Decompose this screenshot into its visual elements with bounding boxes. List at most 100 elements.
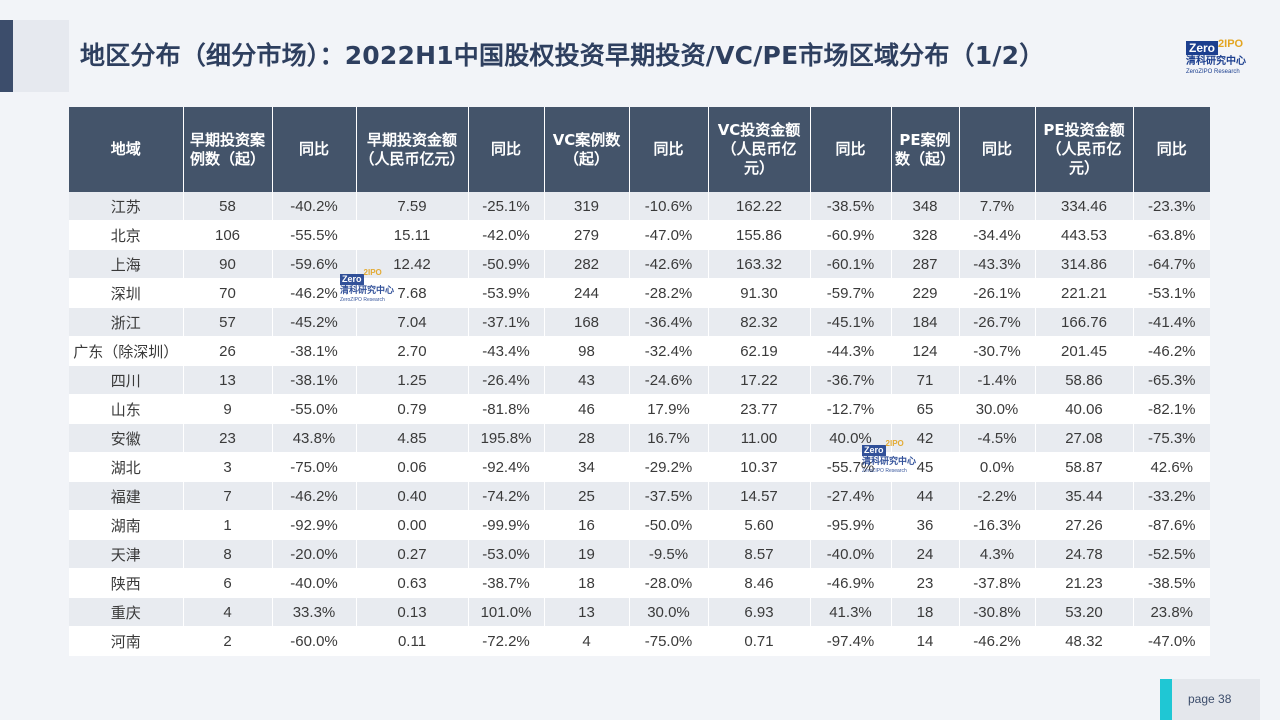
value-cell: 163.32 <box>708 249 811 279</box>
value-cell: 35.44 <box>1035 481 1134 511</box>
value-cell: 18 <box>544 568 630 598</box>
value-cell: 334.46 <box>1035 192 1134 221</box>
watermark-cn-text: 清科研究中心 <box>340 286 395 296</box>
table-row: 北京 106 -55.5% 15.11 -42.0% 279 -47.0% 155.86 -60… <box>69 220 1210 250</box>
value-cell: -75.0% <box>629 626 709 656</box>
value-cell: 10.37 <box>708 452 811 482</box>
value-cell: 46 <box>544 394 630 424</box>
region-cell: 上海 <box>69 249 184 279</box>
value-cell: -60.0% <box>272 626 357 656</box>
region-cell: 湖南 <box>69 510 184 540</box>
value-cell: -40.2% <box>272 192 357 221</box>
region-cell: 安徽 <box>69 423 184 453</box>
value-cell: 17.22 <box>708 365 811 395</box>
value-cell: 8 <box>183 539 273 569</box>
value-cell: -99.9% <box>468 510 545 540</box>
value-cell: 43 <box>544 365 630 395</box>
value-cell: 101.0% <box>468 597 545 627</box>
value-cell: -2.2% <box>959 481 1036 511</box>
table-row: 福建 7 -46.2% 0.40 -74.2% 25 -37.5% 14.57 -27.4% 44… <box>69 481 1210 511</box>
region-cell: 福建 <box>69 481 184 511</box>
value-cell: -20.0% <box>272 539 357 569</box>
value-cell: 24 <box>891 539 960 569</box>
value-cell: 3 <box>183 452 273 482</box>
value-cell: 40.0% <box>810 423 892 453</box>
value-cell: 4.85 <box>356 423 469 453</box>
value-cell: -26.7% <box>959 307 1036 337</box>
value-cell: -72.2% <box>468 626 545 656</box>
region-cell: 北京 <box>69 220 184 250</box>
value-cell: 0.63 <box>356 568 469 598</box>
value-cell: -32.4% <box>629 336 709 366</box>
value-cell: -12.7% <box>810 394 892 424</box>
value-cell: 12.42 <box>356 249 469 279</box>
value-cell: 5.60 <box>708 510 811 540</box>
value-cell: -82.1% <box>1133 394 1210 424</box>
value-cell: -38.5% <box>1133 568 1210 598</box>
column-header: VC案例数（起） <box>544 107 630 192</box>
value-cell: -1.4% <box>959 365 1036 395</box>
value-cell: 124 <box>891 336 960 366</box>
value-cell: 2.70 <box>356 336 469 366</box>
value-cell: -26.4% <box>468 365 545 395</box>
column-header: 同比 <box>629 107 709 192</box>
zero2ipo-logo: Zero 2IPO 清科研究中心 ZeroZIPO Research <box>1186 37 1252 75</box>
value-cell: -38.1% <box>272 365 357 395</box>
value-cell: 7 <box>183 481 273 511</box>
value-cell: -16.3% <box>959 510 1036 540</box>
value-cell: 6 <box>183 568 273 598</box>
table-row: 陕西 6 -40.0% 0.63 -38.7% 18 -28.0% 8.46 -46.9% 23-… <box>69 568 1210 598</box>
value-cell: 58 <box>183 192 273 221</box>
value-cell: -50.9% <box>468 249 545 279</box>
value-cell: 14 <box>891 626 960 656</box>
value-cell: 90 <box>183 249 273 279</box>
value-cell: 328 <box>891 220 960 250</box>
page-title: 地区分布（细分市场）：2022H1中国股权投资早期投资/VC/PE市场区域分布（… <box>80 41 1045 70</box>
value-cell: -38.5% <box>810 192 892 221</box>
column-header: 地域 <box>69 107 184 192</box>
value-cell: -64.7% <box>1133 249 1210 279</box>
value-cell: 0.27 <box>356 539 469 569</box>
value-cell: -53.1% <box>1133 278 1210 308</box>
value-cell: 26 <box>183 336 273 366</box>
value-cell: 15.11 <box>356 220 469 250</box>
logo-box-text: Zero <box>1186 41 1219 55</box>
value-cell: -25.1% <box>468 192 545 221</box>
value-cell: 244 <box>544 278 630 308</box>
value-cell: 23.77 <box>708 394 811 424</box>
value-cell: 58.86 <box>1035 365 1134 395</box>
region-cell: 浙江 <box>69 307 184 337</box>
column-header: 同比 <box>468 107 545 192</box>
table-row: 江苏 58 -40.2% 7.59 -25.1% 319 -10.6% 162.22 -38.5… <box>69 192 1210 221</box>
value-cell: 1 <box>183 510 273 540</box>
column-header: VC投资金额（人民币亿元） <box>708 107 811 192</box>
watermark-cn-text: 清科研究中心 <box>862 457 917 467</box>
value-cell: -55.7% <box>810 452 892 482</box>
value-cell: 18 <box>891 597 960 627</box>
value-cell: 41.3% <box>810 597 892 627</box>
value-cell: -95.9% <box>810 510 892 540</box>
value-cell: 23 <box>183 423 273 453</box>
watermark-logo: Zero2IPO 清科研究中心 ZeroZIPO Research <box>340 267 400 303</box>
value-cell: -28.2% <box>629 278 709 308</box>
value-cell: 57 <box>183 307 273 337</box>
watermark-box-text: Zero <box>862 445 886 456</box>
value-cell: 7.68 <box>356 278 469 308</box>
page-number-box <box>1172 679 1260 720</box>
value-cell: -55.5% <box>272 220 357 250</box>
value-cell: -27.4% <box>810 481 892 511</box>
value-cell: -33.2% <box>1133 481 1210 511</box>
logo-accent-text: 2IPO <box>1218 38 1244 50</box>
value-cell: 42 <box>891 423 960 453</box>
column-header: 同比 <box>1133 107 1210 192</box>
value-cell: -46.2% <box>959 626 1036 656</box>
watermark-accent-text: 2IPO <box>885 439 904 448</box>
title-accent-panel <box>13 20 69 92</box>
value-cell: 7.59 <box>356 192 469 221</box>
value-cell: 16 <box>544 510 630 540</box>
value-cell: 58.87 <box>1035 452 1134 482</box>
value-cell: -46.2% <box>272 481 357 511</box>
value-cell: -37.1% <box>468 307 545 337</box>
value-cell: 8.57 <box>708 539 811 569</box>
value-cell: 168 <box>544 307 630 337</box>
